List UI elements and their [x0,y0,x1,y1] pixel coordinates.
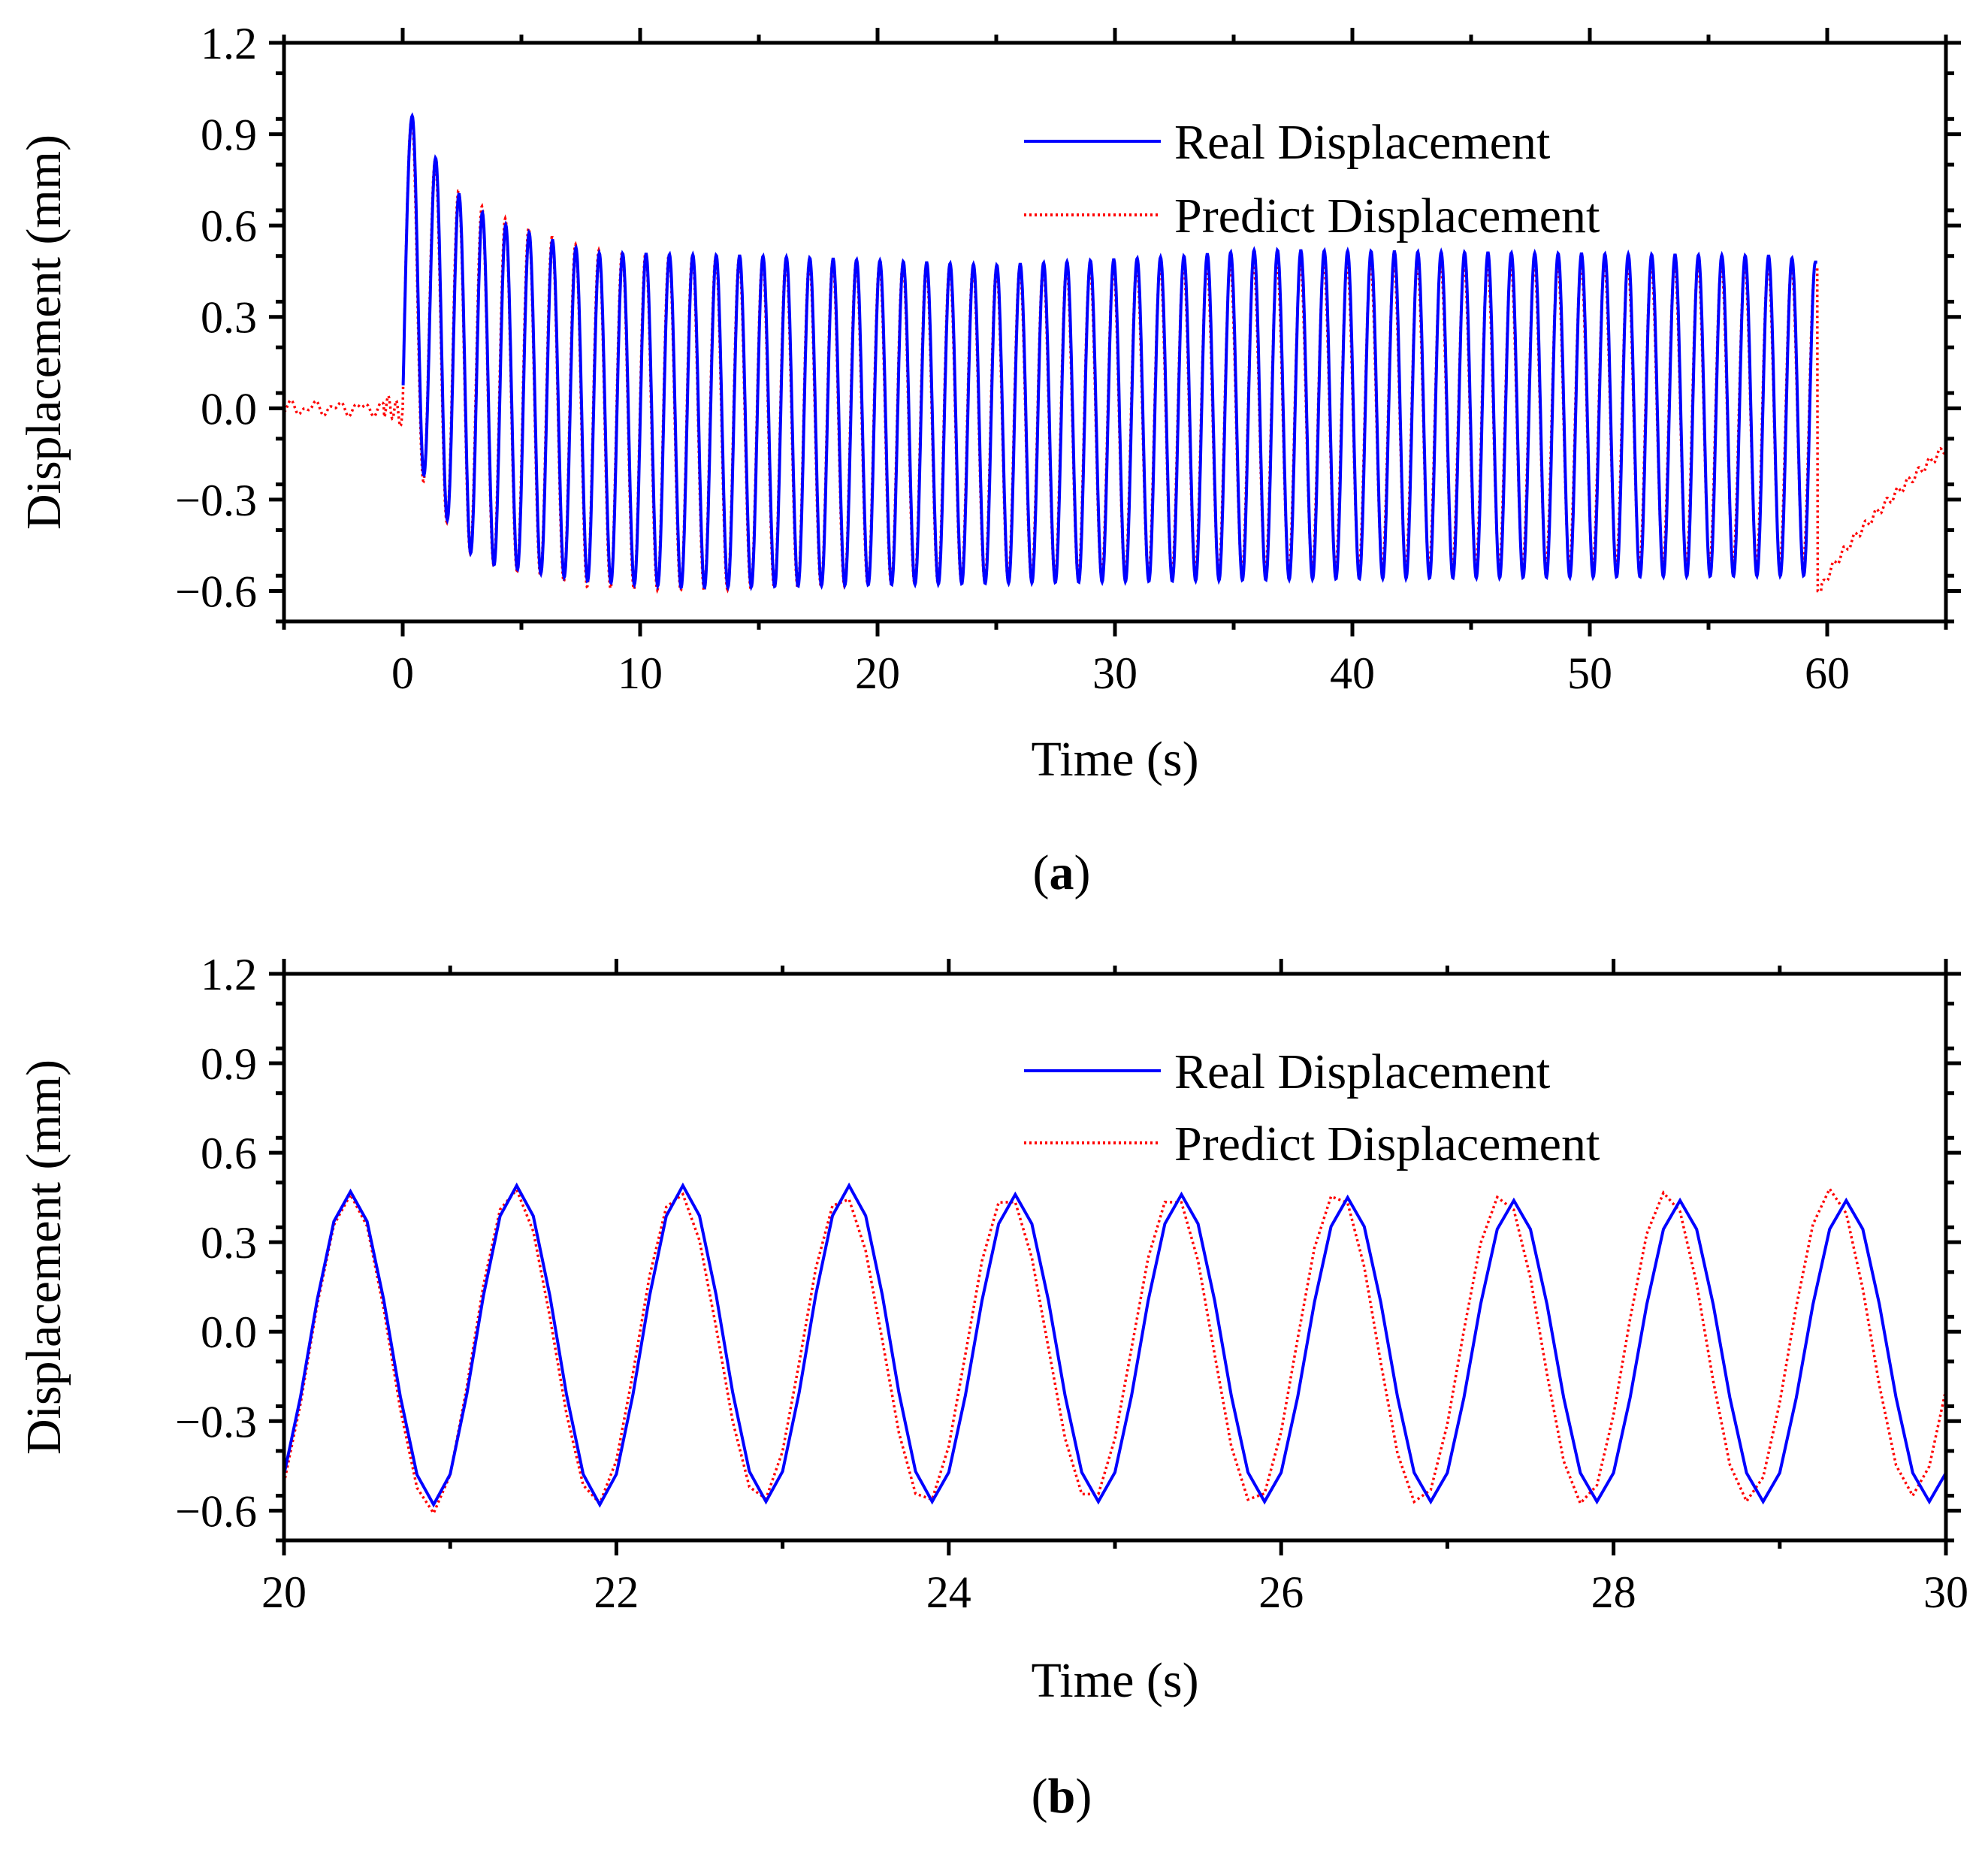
panel-b-label: (b) [1032,1769,1092,1824]
panel-b-y-tick-label: 0.3 [201,1218,257,1268]
panel-a-x-tick-label: 10 [618,648,663,698]
panel-b-y-tick-label: 1.2 [201,950,257,999]
panel-a-series [283,112,1947,594]
panel-a-y-tick-label: 0.9 [201,110,257,160]
panel-a-ylabel: Displacement (mm) [17,135,71,530]
panel-a-xlabel: Time (s) [1031,732,1198,787]
panel-b-real-line [284,1182,1946,1508]
panel-b-label-open: ( [1032,1769,1048,1824]
panel-b-legend-predict-label: Predict Displacement [1174,1117,1600,1171]
panel-b-legend: Real Displacement Predict Displacement [1024,1044,1600,1171]
panel-a-legend-predict-label: Predict Displacement [1174,189,1600,243]
panel-a-label-open: ( [1033,845,1050,900]
panel-a-label-letter: a [1050,845,1074,900]
panel-b-y-tick-label: 0.0 [201,1307,257,1357]
panel-b-ticks: 20 22 24 26 28 30 −0.6 −0.3 0.0 0.3 0.6 0.9 1.2 [175,950,1968,1617]
panel-b-y-tick-label: −0.6 [175,1486,257,1536]
panel-a-x-tick-label: 0 [391,648,414,698]
panel-a-legend-real-label: Real Displacement [1174,115,1550,170]
panel-a-y-tick-label: 1.2 [201,19,257,68]
panel-a-legend: Real Displacement Predict Displacement [1024,115,1600,243]
panel-a-x-tick-label: 60 [1805,648,1850,698]
panel-a-y-tick-label: −0.6 [175,567,257,616]
panel-b-label-close: ) [1075,1769,1092,1824]
panel-a-x-tick-label: 20 [855,648,900,698]
panel-b-y-tick-label: 0.6 [201,1129,257,1178]
panel-b-y-tick-label: 0.9 [201,1039,257,1089]
panel-b-x-tick-label: 20 [261,1567,307,1617]
panel-b-xlabel: Time (s) [1031,1653,1198,1708]
panel-b-plot-frame [282,972,1948,1543]
panel-b-x-tick-label: 22 [594,1567,639,1617]
panel-b-ylabel: Displacement (mm) [17,1059,71,1455]
panel-b-y-tick-label: −0.3 [175,1397,257,1446]
panel-b-x-tick-label: 26 [1258,1567,1304,1617]
panel-b-label-letter: b [1048,1769,1076,1824]
panel-a-x-tick-label: 30 [1092,648,1138,698]
panel-a-label-close: ) [1074,845,1091,900]
panel-a-chart: 0 10 20 30 40 50 60 −0.6 −0.3 0.0 0.3 0.6 0.9 1.2 Tim… [17,19,1961,787]
panel-a-x-tick-label: 50 [1567,648,1612,698]
panel-b-chart: 20 22 24 26 28 30 −0.6 −0.3 0.0 0.3 0.6 0.9 1.2 Time… [17,950,1968,1708]
panel-a-y-tick-label: −0.3 [175,476,257,525]
panel-a-ticks: 0 10 20 30 40 50 60 −0.6 −0.3 0.0 0.3 0.6 0.9 1.2 [175,19,1961,698]
panel-a-y-tick-label: 0.6 [201,201,257,251]
panel-b-x-tick-label: 28 [1591,1567,1636,1617]
panel-b-legend-real-label: Real Displacement [1174,1044,1550,1099]
panel-a-y-tick-label: 0.0 [201,384,257,434]
panel-b-predict-line [284,1186,1946,1516]
panel-a-real-line [401,112,1817,592]
panel-b-series [284,1182,1946,1516]
panel-a-label: (a) [1033,845,1091,900]
panel-a-y-tick-label: 0.3 [201,293,257,343]
panel-a-x-tick-label: 40 [1330,648,1375,698]
panel-b-x-tick-label: 24 [926,1567,971,1617]
panel-b-x-tick-label: 30 [1923,1567,1968,1617]
